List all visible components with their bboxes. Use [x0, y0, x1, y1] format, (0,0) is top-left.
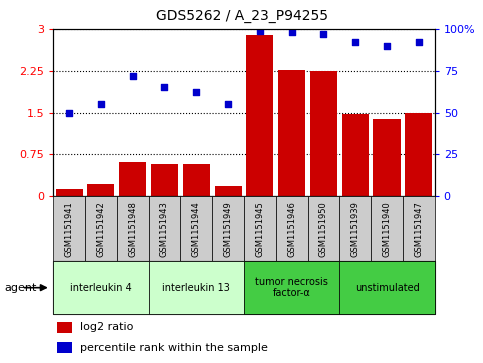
Point [160, 85, 168, 90]
Text: agent: agent [5, 283, 37, 293]
Bar [180, 196, 212, 261]
Text: GSM1151946: GSM1151946 [287, 201, 296, 257]
Bar [403, 196, 435, 261]
Bar [149, 261, 244, 314]
Bar [149, 196, 180, 261]
Bar [310, 71, 337, 196]
Point [351, 40, 359, 45]
Text: GDS5262 / A_23_P94255: GDS5262 / A_23_P94255 [156, 9, 327, 23]
Text: percentile rank within the sample: percentile rank within the sample [80, 343, 268, 353]
Text: GSM1151943: GSM1151943 [160, 201, 169, 257]
Point [288, 29, 296, 35]
Bar [371, 196, 403, 261]
Text: GSM1151945: GSM1151945 [256, 201, 264, 257]
Text: interleukin 13: interleukin 13 [162, 283, 230, 293]
Text: log2 ratio: log2 ratio [80, 322, 133, 332]
Bar [246, 34, 273, 196]
Text: GSM1151950: GSM1151950 [319, 201, 328, 257]
Bar [339, 261, 435, 314]
Bar [339, 196, 371, 261]
Text: GSM1151941: GSM1151941 [65, 201, 73, 257]
Point [65, 110, 73, 115]
Point [224, 101, 232, 107]
Bar [57, 322, 72, 333]
Point [320, 31, 327, 37]
Bar [244, 261, 339, 314]
Bar [119, 162, 146, 196]
Text: GSM1151948: GSM1151948 [128, 201, 137, 257]
Bar [56, 189, 83, 196]
Text: GSM1151944: GSM1151944 [192, 201, 201, 257]
Text: unstimulated: unstimulated [355, 283, 419, 293]
Text: interleukin 4: interleukin 4 [70, 283, 132, 293]
Bar [405, 113, 432, 196]
Bar [341, 114, 369, 196]
Point [97, 101, 105, 107]
Bar [151, 164, 178, 196]
Text: GSM1151949: GSM1151949 [224, 201, 232, 257]
Point [192, 90, 200, 95]
Bar [308, 196, 339, 261]
Text: GSM1151939: GSM1151939 [351, 201, 360, 257]
Bar [117, 196, 149, 261]
Bar [53, 261, 149, 314]
Text: GSM1151942: GSM1151942 [96, 201, 105, 257]
Bar [87, 184, 114, 196]
Point [415, 40, 423, 45]
Text: tumor necrosis
factor-α: tumor necrosis factor-α [255, 277, 328, 298]
Bar [214, 186, 242, 196]
Bar [212, 196, 244, 261]
Point [256, 28, 264, 34]
Bar [276, 196, 308, 261]
Point [129, 73, 137, 79]
Bar [278, 70, 305, 196]
Bar [183, 164, 210, 196]
Text: GSM1151947: GSM1151947 [414, 201, 423, 257]
Text: GSM1151940: GSM1151940 [383, 201, 392, 257]
Point [383, 43, 391, 49]
Bar [85, 196, 117, 261]
Bar [373, 119, 400, 196]
Bar [244, 196, 276, 261]
Bar [53, 196, 85, 261]
Bar [57, 342, 72, 353]
